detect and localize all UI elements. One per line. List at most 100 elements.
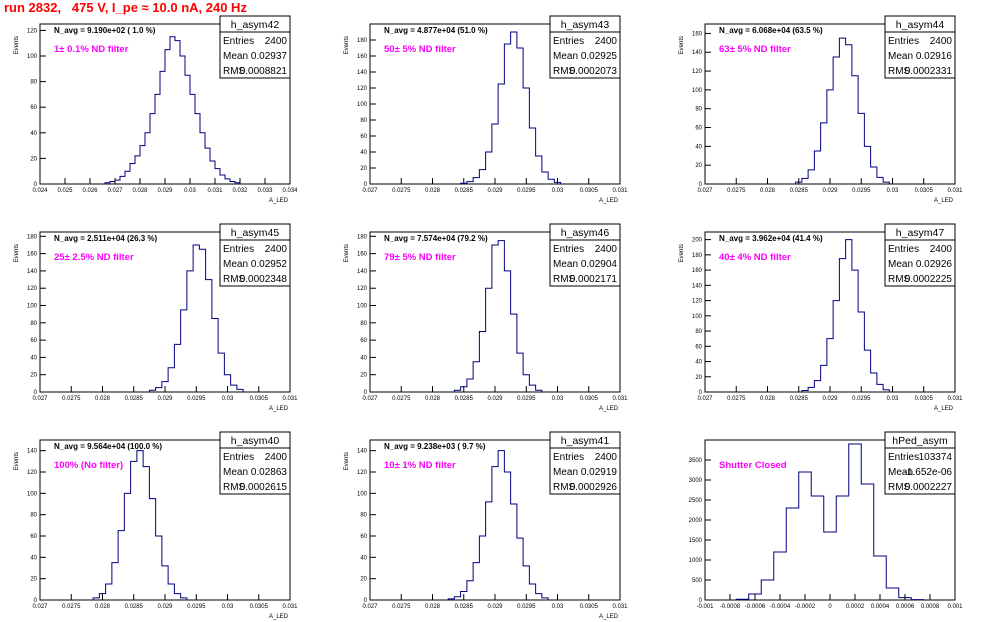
x-tick-label: 0.0305 — [580, 604, 599, 610]
stats-key-entries: Entries — [223, 36, 254, 47]
x-tick-label: 0.027 — [362, 188, 378, 194]
histogram-panel-h_asym42: 0.024 0.025 0.026 0.027 0.028 0.029 0.03 0.031 0… — [14, 15, 298, 204]
stats-box-frame — [549, 15, 621, 79]
stats-title: hPed_asym — [892, 435, 948, 447]
stats-key-rms: RMS — [888, 66, 911, 77]
stats-key-mean: Mean — [553, 51, 578, 62]
stats-value-rms: 0.0002615 — [240, 482, 288, 493]
stats-value-entries: 2400 — [265, 36, 288, 47]
stats-box-frame — [219, 431, 291, 495]
stats-box: h_asym46 Entries 2400 Mean 0.02904 RMS0.00021… — [549, 223, 621, 287]
x-tick-label: 0.0285 — [790, 396, 809, 402]
x-axis-label: A_LED — [269, 406, 289, 412]
filter-label: Shutter Closed — [719, 460, 787, 471]
x-tick-label: 0.028 — [425, 396, 441, 402]
stats-key-entries: Entries — [553, 36, 584, 47]
y-tick-label: 60 — [360, 134, 367, 140]
x-tick-label: 0.027 — [362, 604, 378, 610]
y-tick-label: 100 — [692, 88, 703, 94]
x-tick-label: 0.029 — [822, 396, 838, 402]
stats-box-frame — [884, 431, 956, 495]
x-tick-label: 0.03 — [552, 604, 564, 610]
x-tick-label: 0.024 — [32, 188, 48, 194]
x-tick-label: 0.032 — [232, 188, 248, 194]
stats-box-frame — [219, 223, 291, 287]
stats-key-rms: RMS — [888, 482, 911, 493]
histogram-line — [735, 443, 925, 601]
stats-value-rms: 0.0002227 — [905, 482, 953, 493]
filter-label: 63± 5% ND filter — [719, 44, 791, 55]
stats-value-rms: 0.0002926 — [570, 482, 618, 493]
x-tick-label: 0.03 — [184, 188, 196, 194]
y-tick-label: 40 — [30, 355, 37, 361]
filter-label: 100% (No filter) — [54, 460, 123, 471]
stats-key-rms: RMS — [553, 274, 576, 285]
x-axis-label: A_LED — [934, 198, 954, 204]
x-axis-label: A_LED — [269, 198, 289, 204]
canvas-title: run 2832, 475 V, I_pe ≈ 10.0 nA, 240 Hz — [4, 0, 247, 15]
stats-value-mean: 0.02919 — [581, 467, 618, 478]
y-tick-label: 20 — [360, 373, 367, 379]
x-axis-label: A_LED — [934, 406, 954, 412]
y-tick-label: 100 — [357, 304, 368, 310]
y-tick-label: 2000 — [689, 518, 703, 524]
x-tick-label: 0.001 — [947, 604, 963, 610]
x-tick-label: 0.0295 — [517, 396, 536, 402]
stats-key-mean: Mean — [553, 259, 578, 270]
stats-box: hPed_asym Entries 103374 Mean-1.652e-06 RMS0… — [884, 431, 956, 495]
y-tick-label: 3500 — [689, 458, 703, 464]
y-axis-label: Events — [344, 244, 350, 262]
y-tick-label: 120 — [357, 86, 368, 92]
stats-value-mean: 0.02904 — [581, 259, 618, 270]
stats-key-mean: Mean — [888, 51, 913, 62]
y-tick-label: 0 — [34, 598, 38, 604]
stats-box-frame — [549, 431, 621, 495]
y-tick-label: 60 — [30, 105, 37, 111]
stats-value-mean: 0.02937 — [251, 51, 288, 62]
x-tick-label: 0.029 — [487, 188, 503, 194]
x-tick-label: 0.0275 — [727, 188, 746, 194]
histogram-line — [148, 244, 244, 392]
x-tick-label: 0.027 — [697, 396, 713, 402]
y-tick-label: 100 — [357, 491, 368, 497]
histogram-line — [92, 450, 188, 600]
x-tick-label: 0.03 — [887, 396, 899, 402]
y-tick-label: 100 — [27, 491, 38, 497]
y-tick-label: 40 — [360, 150, 367, 156]
x-tick-label: 0.034 — [282, 188, 298, 194]
stats-key-entries: Entries — [553, 244, 584, 255]
y-tick-label: 80 — [30, 321, 37, 327]
stats-value-mean: 0.02863 — [251, 467, 288, 478]
x-tick-label: 0.0295 — [852, 188, 871, 194]
x-tick-label: 0.031 — [612, 604, 628, 610]
stats-value-entries: 2400 — [595, 452, 618, 463]
stats-key-rms: RMS — [553, 66, 576, 77]
histogram-panel-h_asym41: 0.027 0.0275 0.028 0.0285 0.029 0.0295 0.03 0.0… — [344, 431, 628, 620]
y-tick-label: 60 — [30, 338, 37, 344]
x-tick-label: 0.0275 — [62, 604, 81, 610]
y-tick-label: 100 — [692, 314, 703, 320]
stats-value-entries: 2400 — [930, 244, 953, 255]
stats-value-entries: 2400 — [265, 452, 288, 463]
histogram-panel-h_asym45: 0.027 0.0275 0.028 0.0285 0.029 0.0295 0.03 0.0… — [14, 223, 298, 412]
y-tick-label: 80 — [360, 321, 367, 327]
stats-value-entries: 103374 — [919, 452, 953, 463]
y-axis-label: Events — [679, 244, 685, 262]
x-tick-label: 0.0006 — [896, 604, 915, 610]
stats-key-mean: Mean — [888, 467, 913, 478]
filter-label: 25± 2.5% ND filter — [54, 252, 134, 263]
navg-label: N_avg = 3.962e+04 (41.4 %) — [719, 234, 823, 243]
y-tick-label: 80 — [695, 107, 702, 113]
x-tick-label: 0.0305 — [580, 396, 599, 402]
y-tick-label: 100 — [357, 102, 368, 108]
stats-value-mean: -1.652e-06 — [904, 467, 953, 478]
y-tick-label: 0 — [699, 182, 703, 188]
x-tick-label: 0.03 — [887, 188, 899, 194]
y-tick-label: 20 — [360, 166, 367, 172]
y-tick-label: 0 — [34, 390, 38, 396]
stats-value-entries: 2400 — [265, 244, 288, 255]
y-tick-label: 60 — [30, 534, 37, 540]
stats-title: h_asym43 — [561, 19, 610, 31]
stats-value-entries: 2400 — [595, 36, 618, 47]
y-tick-label: 500 — [692, 578, 703, 584]
